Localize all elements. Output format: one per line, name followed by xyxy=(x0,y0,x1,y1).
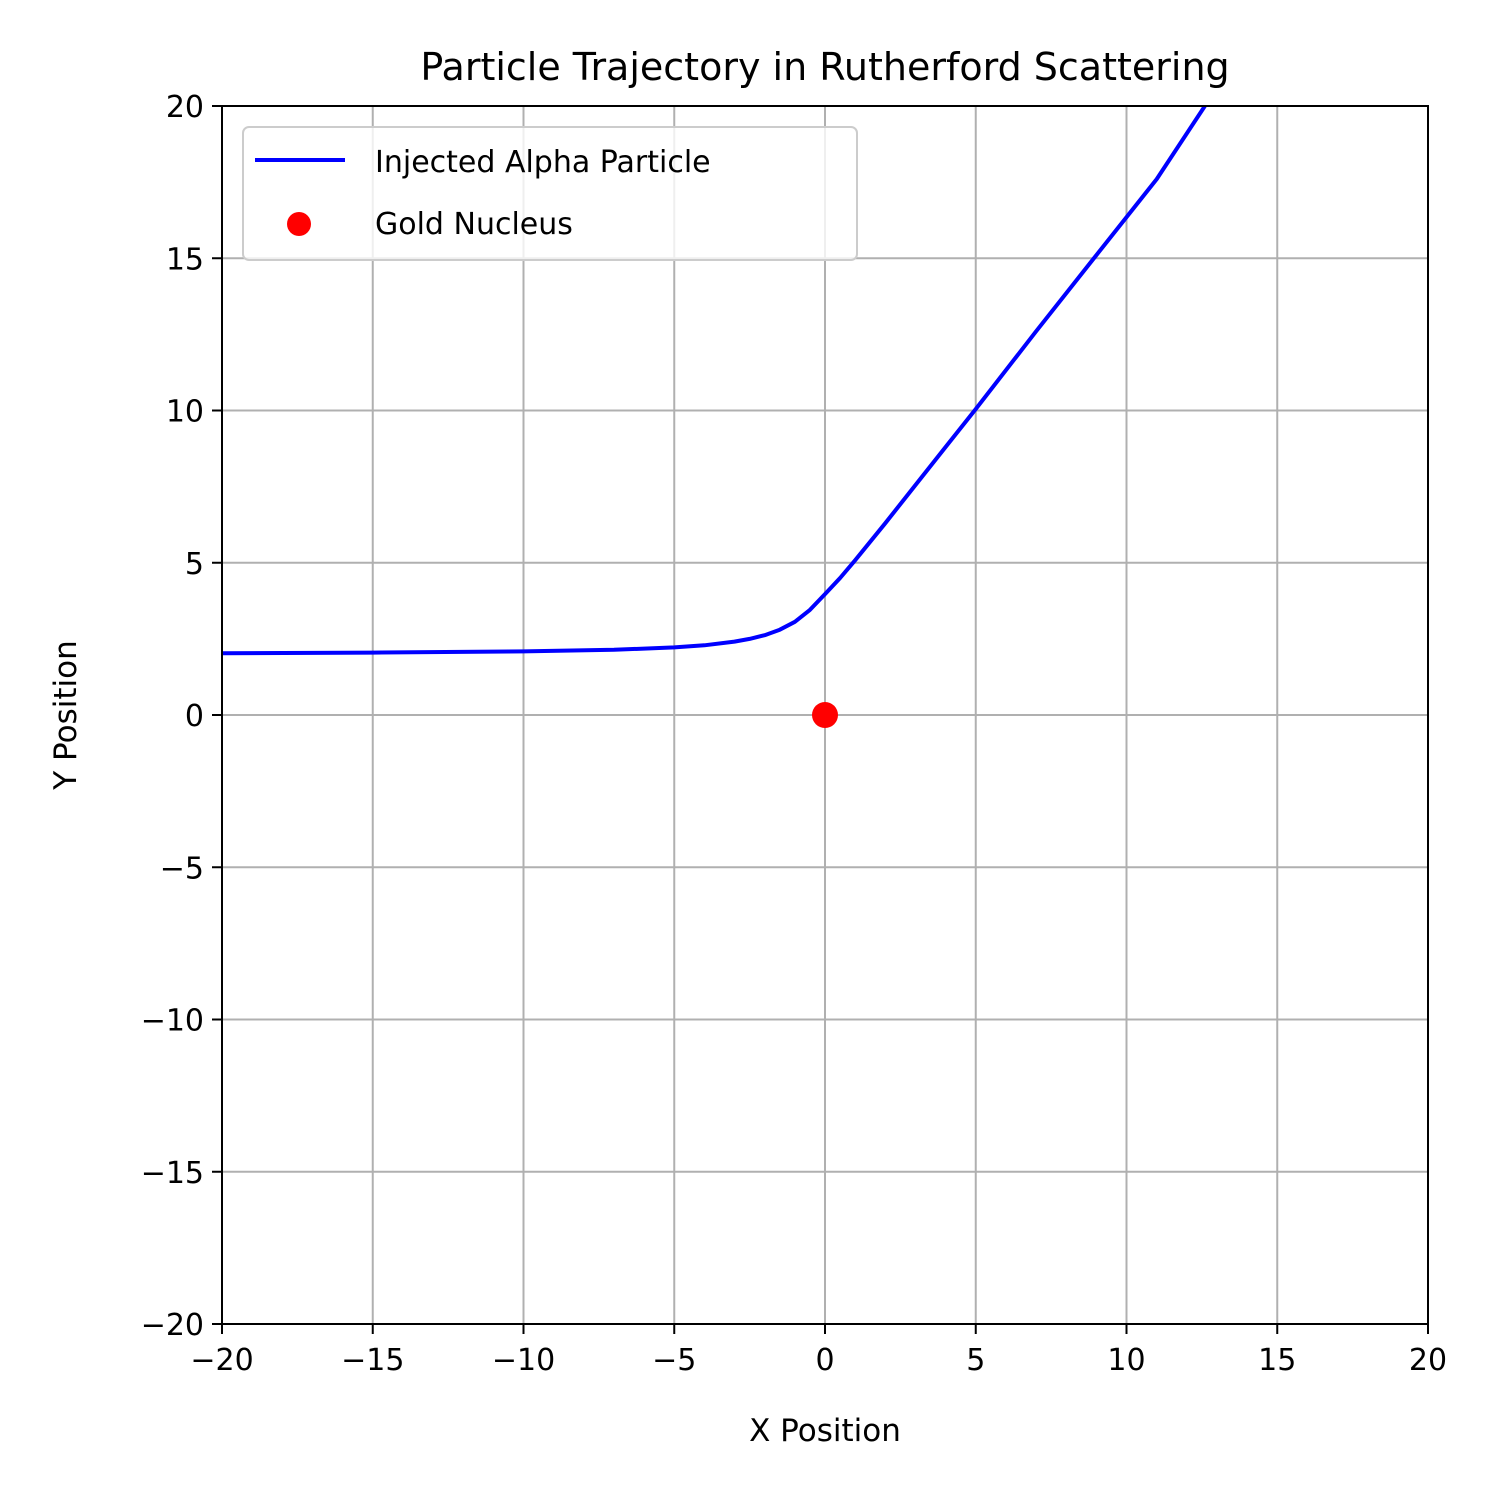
y-tick-label: −10 xyxy=(141,1004,204,1039)
legend-label-alpha-particle: Injected Alpha Particle xyxy=(375,145,711,180)
x-axis: −20 −15 −10 −5 0 5 10 15 20 xyxy=(190,1324,1447,1378)
plot-area xyxy=(221,104,1207,728)
y-tick-label: 10 xyxy=(166,395,204,430)
gold-nucleus-point xyxy=(812,702,838,728)
x-tick-label: −20 xyxy=(190,1343,253,1378)
x-tick-label: 20 xyxy=(1409,1343,1447,1378)
series-line-alpha-particle xyxy=(221,104,1207,656)
y-axis-label: Y Position xyxy=(48,640,84,791)
y-axis: −20 −15 −10 −5 0 5 10 15 20 xyxy=(141,90,222,1343)
chart-title: Particle Trajectory in Rutherford Scatte… xyxy=(420,45,1229,89)
legend-label-gold-nucleus: Gold Nucleus xyxy=(375,207,573,242)
legend: Injected Alpha Particle Gold Nucleus xyxy=(242,126,858,261)
y-tick-label: −20 xyxy=(141,1308,204,1343)
y-tick-label: 0 xyxy=(185,699,204,734)
y-tick-label: −5 xyxy=(160,851,204,886)
x-tick-label: 10 xyxy=(1107,1343,1145,1378)
x-tick-label: −15 xyxy=(341,1343,404,1378)
x-tick-label: 15 xyxy=(1258,1343,1296,1378)
y-tick-label: 5 xyxy=(185,547,204,582)
x-tick-label: 5 xyxy=(966,1343,985,1378)
x-tick-label: −10 xyxy=(492,1343,555,1378)
x-tick-label: 0 xyxy=(815,1343,834,1378)
legend-frame xyxy=(242,126,858,261)
y-tick-label: −15 xyxy=(141,1156,204,1191)
legend-dot-swatch xyxy=(287,212,311,236)
y-tick-label: 15 xyxy=(166,242,204,277)
y-tick-label: 20 xyxy=(166,90,204,125)
x-tick-label: −5 xyxy=(652,1343,696,1378)
x-axis-label: X Position xyxy=(749,1413,901,1449)
